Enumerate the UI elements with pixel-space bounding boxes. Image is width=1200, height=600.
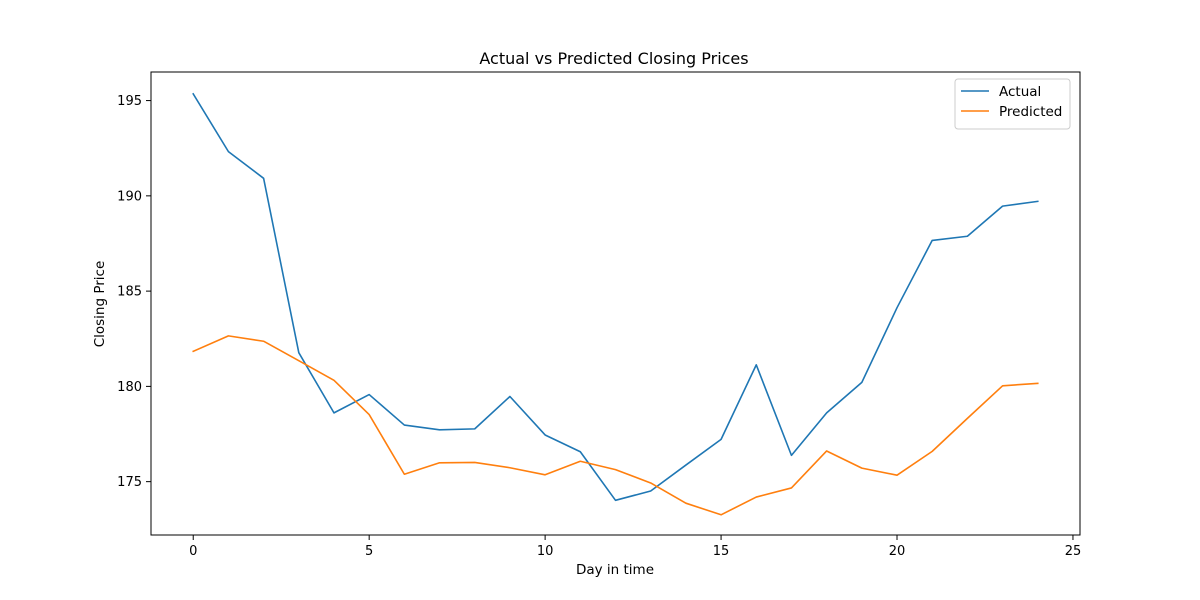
y-axis-ticks: 175 180 185 190 195 [117, 94, 151, 490]
y-tick-label: 190 [117, 189, 142, 204]
x-tick-label: 15 [713, 544, 730, 559]
y-tick-label: 175 [117, 475, 142, 490]
x-tick-label: 20 [889, 544, 906, 559]
x-tick-label: 5 [365, 544, 373, 559]
legend-label-predicted: Predicted [999, 104, 1062, 120]
y-tick-label: 185 [117, 285, 142, 300]
y-tick-label: 195 [117, 94, 142, 109]
x-tick-label: 10 [537, 544, 554, 559]
x-tick-label: 0 [189, 544, 197, 559]
series-layer [192, 92, 1039, 516]
x-axis-title: Day in time [576, 562, 654, 578]
x-axis-ticks: 0 5 10 15 20 25 [189, 535, 1081, 559]
legend-label-actual: Actual [999, 84, 1041, 100]
y-axis-title: Closing Price [92, 261, 108, 348]
x-tick-label: 25 [1065, 544, 1082, 559]
legend: Actual Predicted [954, 78, 1071, 130]
chart-title: Actual vs Predicted Closing Prices [479, 49, 748, 68]
y-tick-label: 180 [117, 380, 142, 395]
plot-area-frame [150, 71, 1081, 536]
